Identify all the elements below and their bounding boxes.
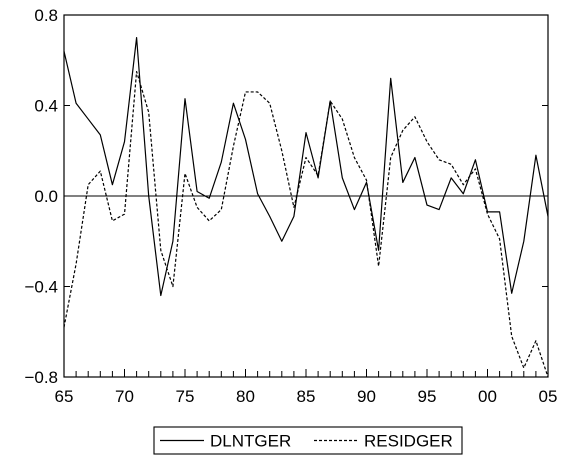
- y-tick-label: −0.8: [24, 368, 58, 387]
- axes-layer: 0.8 0.4 0.0 −0.4 −0.865 70 75 80 85 90 95 00 05: [24, 6, 557, 406]
- series-layer: [63, 37, 549, 378]
- y-tick-label: 0.0: [34, 187, 58, 206]
- legend-box: [153, 426, 463, 455]
- series-line-dlntger: [63, 37, 549, 297]
- x-tick-label: 75: [176, 387, 195, 406]
- x-tick-label: 85: [297, 387, 316, 406]
- x-tick-label: 95: [418, 387, 437, 406]
- series-line-residger: [63, 70, 549, 378]
- y-tick-label: 0.8: [34, 6, 58, 25]
- legend: DLNTGER RESIDGER: [153, 426, 463, 455]
- x-tick-label: 00: [478, 387, 497, 406]
- x-tick-label: 70: [115, 387, 134, 406]
- legend-label-residger: RESIDGER: [364, 432, 453, 451]
- x-tick-label: 05: [539, 387, 558, 406]
- x-tick-label: 80: [236, 387, 255, 406]
- y-tick-label: −0.4: [24, 278, 58, 297]
- legend-label-dlntger: DLNTGER: [210, 432, 291, 451]
- y-tick-label: 0.4: [34, 97, 58, 116]
- x-tick-label: 90: [357, 387, 376, 406]
- x-tick-label: 65: [55, 387, 74, 406]
